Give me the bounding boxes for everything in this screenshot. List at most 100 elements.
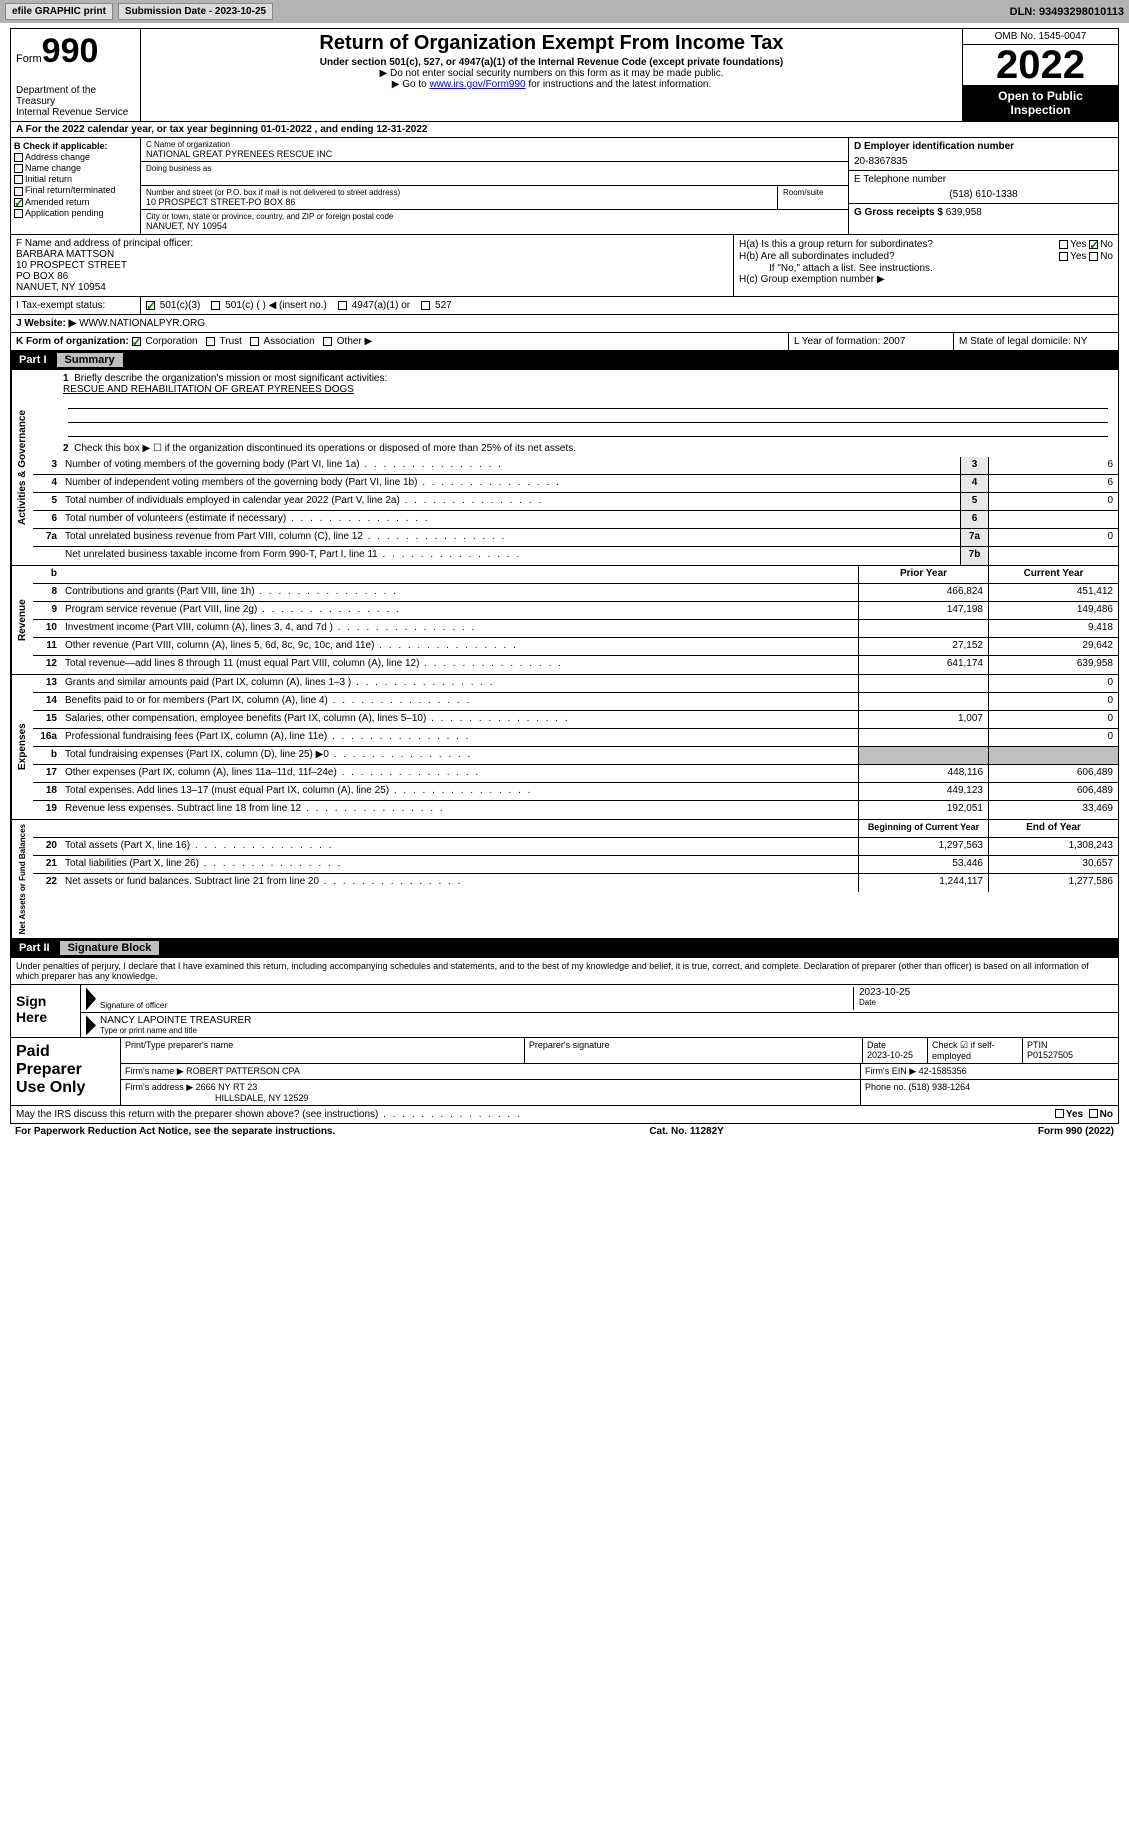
line-value: 0 xyxy=(988,529,1118,546)
prior-value xyxy=(858,747,988,764)
current-value: 606,489 xyxy=(988,765,1118,782)
section-bcd: B Check if applicable: Address changeNam… xyxy=(10,138,1119,235)
tax-opt-checkbox[interactable] xyxy=(338,301,347,310)
may-no-checkbox[interactable] xyxy=(1089,1109,1098,1118)
checkbox-application-pending[interactable]: Application pending xyxy=(14,208,137,218)
side-label-expenses: Expenses xyxy=(11,675,33,819)
line-text: Total fundraising expenses (Part IX, col… xyxy=(61,747,858,764)
ha-no-checkbox[interactable] xyxy=(1089,240,1098,249)
subtitle-1: Under section 501(c), 527, or 4947(a)(1)… xyxy=(151,57,952,68)
form-org-checkbox[interactable] xyxy=(132,337,141,346)
officer-addr3: NANUET, NY 10954 xyxy=(16,282,728,293)
form-org-checkbox[interactable] xyxy=(250,337,259,346)
title-box: Return of Organization Exempt From Incom… xyxy=(141,29,963,121)
part-2-header: Part II Signature Block xyxy=(10,939,1119,958)
line-text: Number of voting members of the governin… xyxy=(61,457,960,474)
may-yes-checkbox[interactable] xyxy=(1055,1109,1064,1118)
col-b-title: B Check if applicable: xyxy=(14,141,137,151)
current-value: 0 xyxy=(988,729,1118,746)
sign-here-label: Sign Here xyxy=(11,985,81,1037)
prep-date: 2023-10-25 xyxy=(867,1050,913,1060)
ein-label: D Employer identification number xyxy=(854,141,1113,152)
efile-print-button[interactable]: efile GRAPHIC print xyxy=(5,3,113,20)
current-value: 0 xyxy=(988,711,1118,728)
prior-value: 147,198 xyxy=(858,602,988,619)
footer-right: Form 990 (2022) xyxy=(1038,1126,1114,1137)
prior-value: 449,123 xyxy=(858,783,988,800)
room-suite-label: Room/suite xyxy=(778,186,848,209)
current-value: 30,657 xyxy=(988,856,1118,873)
form-org-checkbox[interactable] xyxy=(323,337,332,346)
line-text: Total assets (Part X, line 16) xyxy=(61,838,858,855)
current-value: 606,489 xyxy=(988,783,1118,800)
addr-label: Number and street (or P.O. box if mail i… xyxy=(146,188,772,197)
ha-label: H(a) Is this a group return for subordin… xyxy=(739,239,1059,250)
footer-center: Cat. No. 11282Y xyxy=(649,1126,723,1137)
line-text: Professional fundraising fees (Part IX, … xyxy=(61,729,858,746)
footer-left: For Paperwork Reduction Act Notice, see … xyxy=(15,1126,335,1137)
line-box: 7b xyxy=(960,547,988,565)
checkbox-amended-return[interactable]: Amended return xyxy=(14,197,137,207)
line-text: Total revenue—add lines 8 through 11 (mu… xyxy=(61,656,858,674)
row-a-calendar: A For the 2022 calendar year, or tax yea… xyxy=(10,122,1119,138)
irs-link[interactable]: www.irs.gov/Form990 xyxy=(429,79,525,90)
city-state-zip: NANUET, NY 10954 xyxy=(146,221,843,231)
begin-year-hdr: Beginning of Current Year xyxy=(858,820,988,837)
side-label-revenue: Revenue xyxy=(11,566,33,674)
current-value: 29,642 xyxy=(988,638,1118,655)
line-text: Total number of individuals employed in … xyxy=(61,493,960,510)
part-1-body: Activities & Governance 1 Briefly descri… xyxy=(10,370,1119,939)
hb-yes-checkbox[interactable] xyxy=(1059,252,1068,261)
side-label-governance: Activities & Governance xyxy=(11,370,33,565)
prior-value xyxy=(858,729,988,746)
q1-label: Briefly describe the organization's miss… xyxy=(74,373,387,384)
gross-value: 639,958 xyxy=(946,207,982,218)
sig-date-label: Date xyxy=(859,998,1113,1007)
prior-value: 1,007 xyxy=(858,711,988,728)
form-page: Form990 Department of the Treasury Inter… xyxy=(0,23,1129,1144)
side-label-net-assets: Net Assets or Fund Balances xyxy=(11,820,33,938)
hb-no-checkbox[interactable] xyxy=(1089,252,1098,261)
tax-opt-checkbox[interactable] xyxy=(146,301,155,310)
goto-prefix: ▶ Go to xyxy=(392,79,430,90)
current-value: 0 xyxy=(988,693,1118,710)
line-text: Total unrelated business revenue from Pa… xyxy=(61,529,960,546)
line-value xyxy=(988,547,1118,565)
checkbox-address-change[interactable]: Address change xyxy=(14,152,137,162)
arrow-icon xyxy=(86,1015,96,1035)
header-row: Form990 Department of the Treasury Inter… xyxy=(10,28,1119,122)
firm-ein-label: Firm's EIN ▶ xyxy=(865,1066,919,1076)
tax-opt-checkbox[interactable] xyxy=(211,301,220,310)
website-value: WWW.NATIONALPYR.ORG xyxy=(79,318,205,329)
tax-opt-checkbox[interactable] xyxy=(421,301,430,310)
line-value: 0 xyxy=(988,493,1118,510)
form-org-checkbox[interactable] xyxy=(206,337,215,346)
dept-label: Department of the Treasury Internal Reve… xyxy=(16,85,135,118)
checkbox-initial-return[interactable]: Initial return xyxy=(14,174,137,184)
current-value: 1,308,243 xyxy=(988,838,1118,855)
line-text: Investment income (Part VIII, column (A)… xyxy=(61,620,858,637)
goto-suffix: for instructions and the latest informat… xyxy=(526,79,712,90)
line-text: Total number of volunteers (estimate if … xyxy=(61,511,960,528)
toolbar: efile GRAPHIC print Submission Date - 20… xyxy=(0,0,1129,23)
sig-name-label: Type or print name and title xyxy=(100,1026,1113,1035)
arrow-icon xyxy=(86,987,96,1010)
prior-year-hdr: Prior Year xyxy=(858,566,988,583)
checkbox-name-change[interactable]: Name change xyxy=(14,163,137,173)
part-2-num: Part II xyxy=(19,942,60,954)
officer-name: BARBARA MATTSON xyxy=(16,249,728,260)
ha-yes-checkbox[interactable] xyxy=(1059,240,1068,249)
phone-value: (518) 938-1264 xyxy=(909,1082,971,1092)
prep-sig-label: Preparer's signature xyxy=(529,1040,610,1050)
checkbox-final-return-terminated[interactable]: Final return/terminated xyxy=(14,185,137,195)
form-title: Return of Organization Exempt From Incom… xyxy=(151,32,952,55)
prior-value: 466,824 xyxy=(858,584,988,601)
sig-date: 2023-10-25 xyxy=(859,987,1113,998)
form-number: 990 xyxy=(42,32,99,70)
section-fh: F Name and address of principal officer:… xyxy=(10,235,1119,297)
year-box: OMB No. 1545-0047 2022 Open to Public In… xyxy=(963,29,1118,121)
paid-preparer-label: Paid Preparer Use Only xyxy=(11,1038,121,1105)
line-value: 6 xyxy=(988,475,1118,492)
open-to-public: Open to Public Inspection xyxy=(963,85,1118,121)
current-value: 0 xyxy=(988,675,1118,692)
